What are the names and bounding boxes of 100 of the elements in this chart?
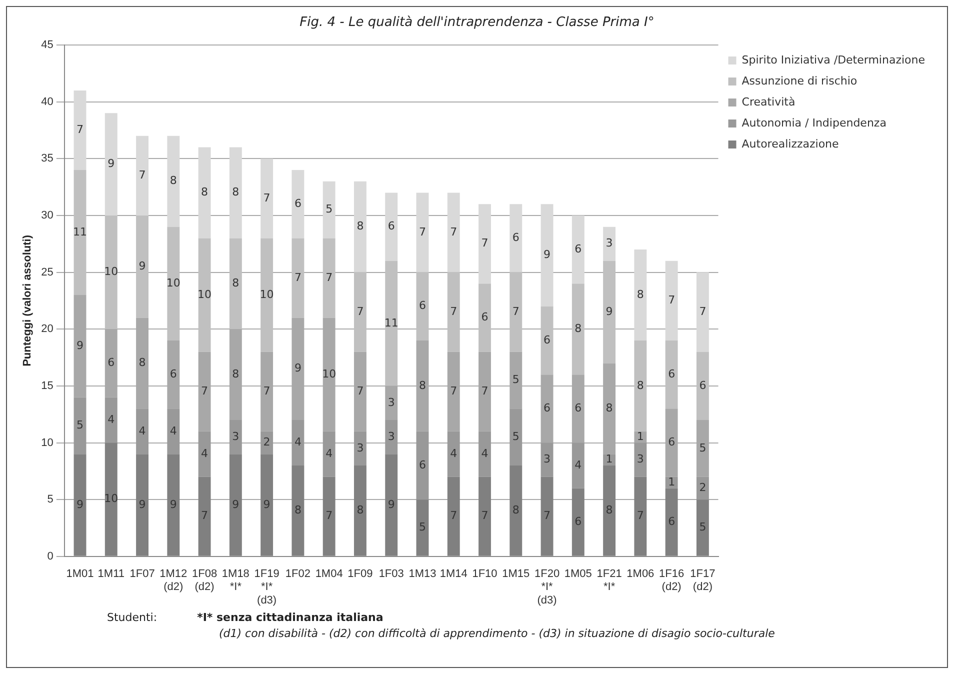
data-label: 7	[356, 304, 364, 318]
data-label: 3	[388, 396, 395, 409]
data-label: 4	[326, 446, 333, 460]
bar	[447, 192, 460, 272]
data-label: 7	[481, 384, 488, 398]
bar	[260, 158, 274, 238]
data-label: 8	[606, 402, 613, 415]
bar	[572, 215, 584, 284]
data-label: 7	[326, 509, 333, 522]
bar	[136, 215, 148, 318]
bar	[136, 408, 148, 454]
bar	[322, 181, 336, 238]
data-label: 7	[481, 509, 488, 522]
data-label: 4	[294, 436, 302, 449]
data-label: 5	[699, 520, 706, 534]
bar	[74, 170, 86, 296]
data-label: 6	[388, 220, 395, 233]
x-tick-label: 1F16 (d2)	[659, 568, 684, 594]
bar	[665, 260, 678, 340]
data-label: 3	[388, 430, 395, 443]
data-label: 3	[356, 441, 364, 454]
data-label: 7	[450, 509, 458, 522]
data-label: 11	[73, 225, 88, 238]
data-label: 6	[418, 458, 426, 472]
data-label: 5	[512, 430, 520, 443]
data-label: 6	[574, 514, 582, 528]
data-label: 6	[574, 402, 582, 415]
data-label: 2	[263, 436, 270, 449]
data-label: 8	[356, 504, 364, 517]
bar	[603, 260, 616, 364]
y-tick-label: 30	[41, 210, 54, 222]
bar	[540, 442, 554, 477]
bar	[104, 215, 118, 330]
data-label: 8	[138, 356, 146, 370]
bar	[572, 284, 584, 375]
bar	[354, 272, 366, 352]
data-label: 5	[76, 418, 84, 432]
data-label: 9	[232, 498, 240, 511]
data-label: 9	[138, 498, 146, 511]
x-tick-label: 1F10	[472, 568, 498, 580]
bar	[292, 238, 304, 318]
data-label: 8	[201, 186, 208, 199]
text: Studenti:	[107, 611, 158, 624]
data-label: 7	[668, 294, 676, 307]
data-label: 8	[418, 378, 426, 392]
data-label: 8	[636, 378, 644, 392]
data-label: 3	[232, 430, 240, 443]
data-label: 7	[512, 304, 520, 318]
data-label: 5	[699, 441, 706, 454]
data-label: 7	[326, 270, 333, 284]
bar	[416, 192, 429, 272]
data-label: 1	[668, 475, 676, 488]
bar	[167, 226, 180, 340]
data-label: 8	[606, 504, 613, 517]
data-label: 7	[263, 384, 270, 398]
bar	[260, 431, 274, 454]
data-label: 8	[232, 276, 240, 290]
data-label: 8	[232, 186, 240, 199]
data-label: 7	[201, 509, 208, 522]
y-tick-label: 10	[41, 436, 54, 449]
data-label: 7	[636, 509, 644, 522]
x-tick-label: 1F20 *I* (d3)	[534, 568, 560, 606]
bar	[229, 420, 242, 454]
x-tick-label: 1M12 (d2)	[160, 568, 188, 594]
data-label: 1	[636, 430, 644, 443]
data-label: 8	[356, 220, 364, 233]
bar	[572, 442, 584, 488]
bar	[229, 238, 242, 330]
bar	[634, 250, 647, 340]
data-label: 1	[606, 452, 613, 466]
data-label: 2	[699, 481, 706, 494]
bar	[478, 284, 491, 352]
data-label: 7	[450, 225, 458, 238]
data-label: 8	[574, 322, 582, 335]
data-label: 6	[512, 231, 520, 244]
legend-label: Autorealizzazione	[742, 137, 840, 150]
data-label: 4	[450, 446, 458, 460]
data-label: 7	[481, 236, 488, 250]
data-label: 4	[574, 458, 582, 472]
bar	[198, 147, 211, 238]
bar	[603, 226, 616, 261]
bar	[510, 408, 522, 466]
y-tick-label: 40	[41, 96, 54, 108]
data-label: 6	[668, 436, 676, 449]
data-label: 6	[699, 378, 706, 392]
text: (d1) con disabilità - (d2) con difficoltà di apprendimento - (d3) in situazione di disagio socio-culturale	[219, 627, 775, 640]
data-label: 6	[294, 196, 302, 210]
x-tick-label: 1M01	[66, 568, 94, 580]
data-label: 7	[450, 384, 458, 398]
bar	[634, 340, 647, 432]
bar	[696, 476, 709, 500]
data-label: 4	[170, 424, 177, 438]
text: *I* senza cittadinanza italiana	[197, 611, 384, 624]
data-label: 6	[481, 310, 488, 324]
bar	[229, 147, 242, 238]
data-label: 7	[263, 191, 270, 204]
y-tick-label: 0	[47, 550, 54, 562]
legend-label: Autonomia / Indipendenza	[742, 116, 886, 130]
data-label: 6	[544, 333, 551, 346]
data-label: 5	[512, 373, 520, 386]
